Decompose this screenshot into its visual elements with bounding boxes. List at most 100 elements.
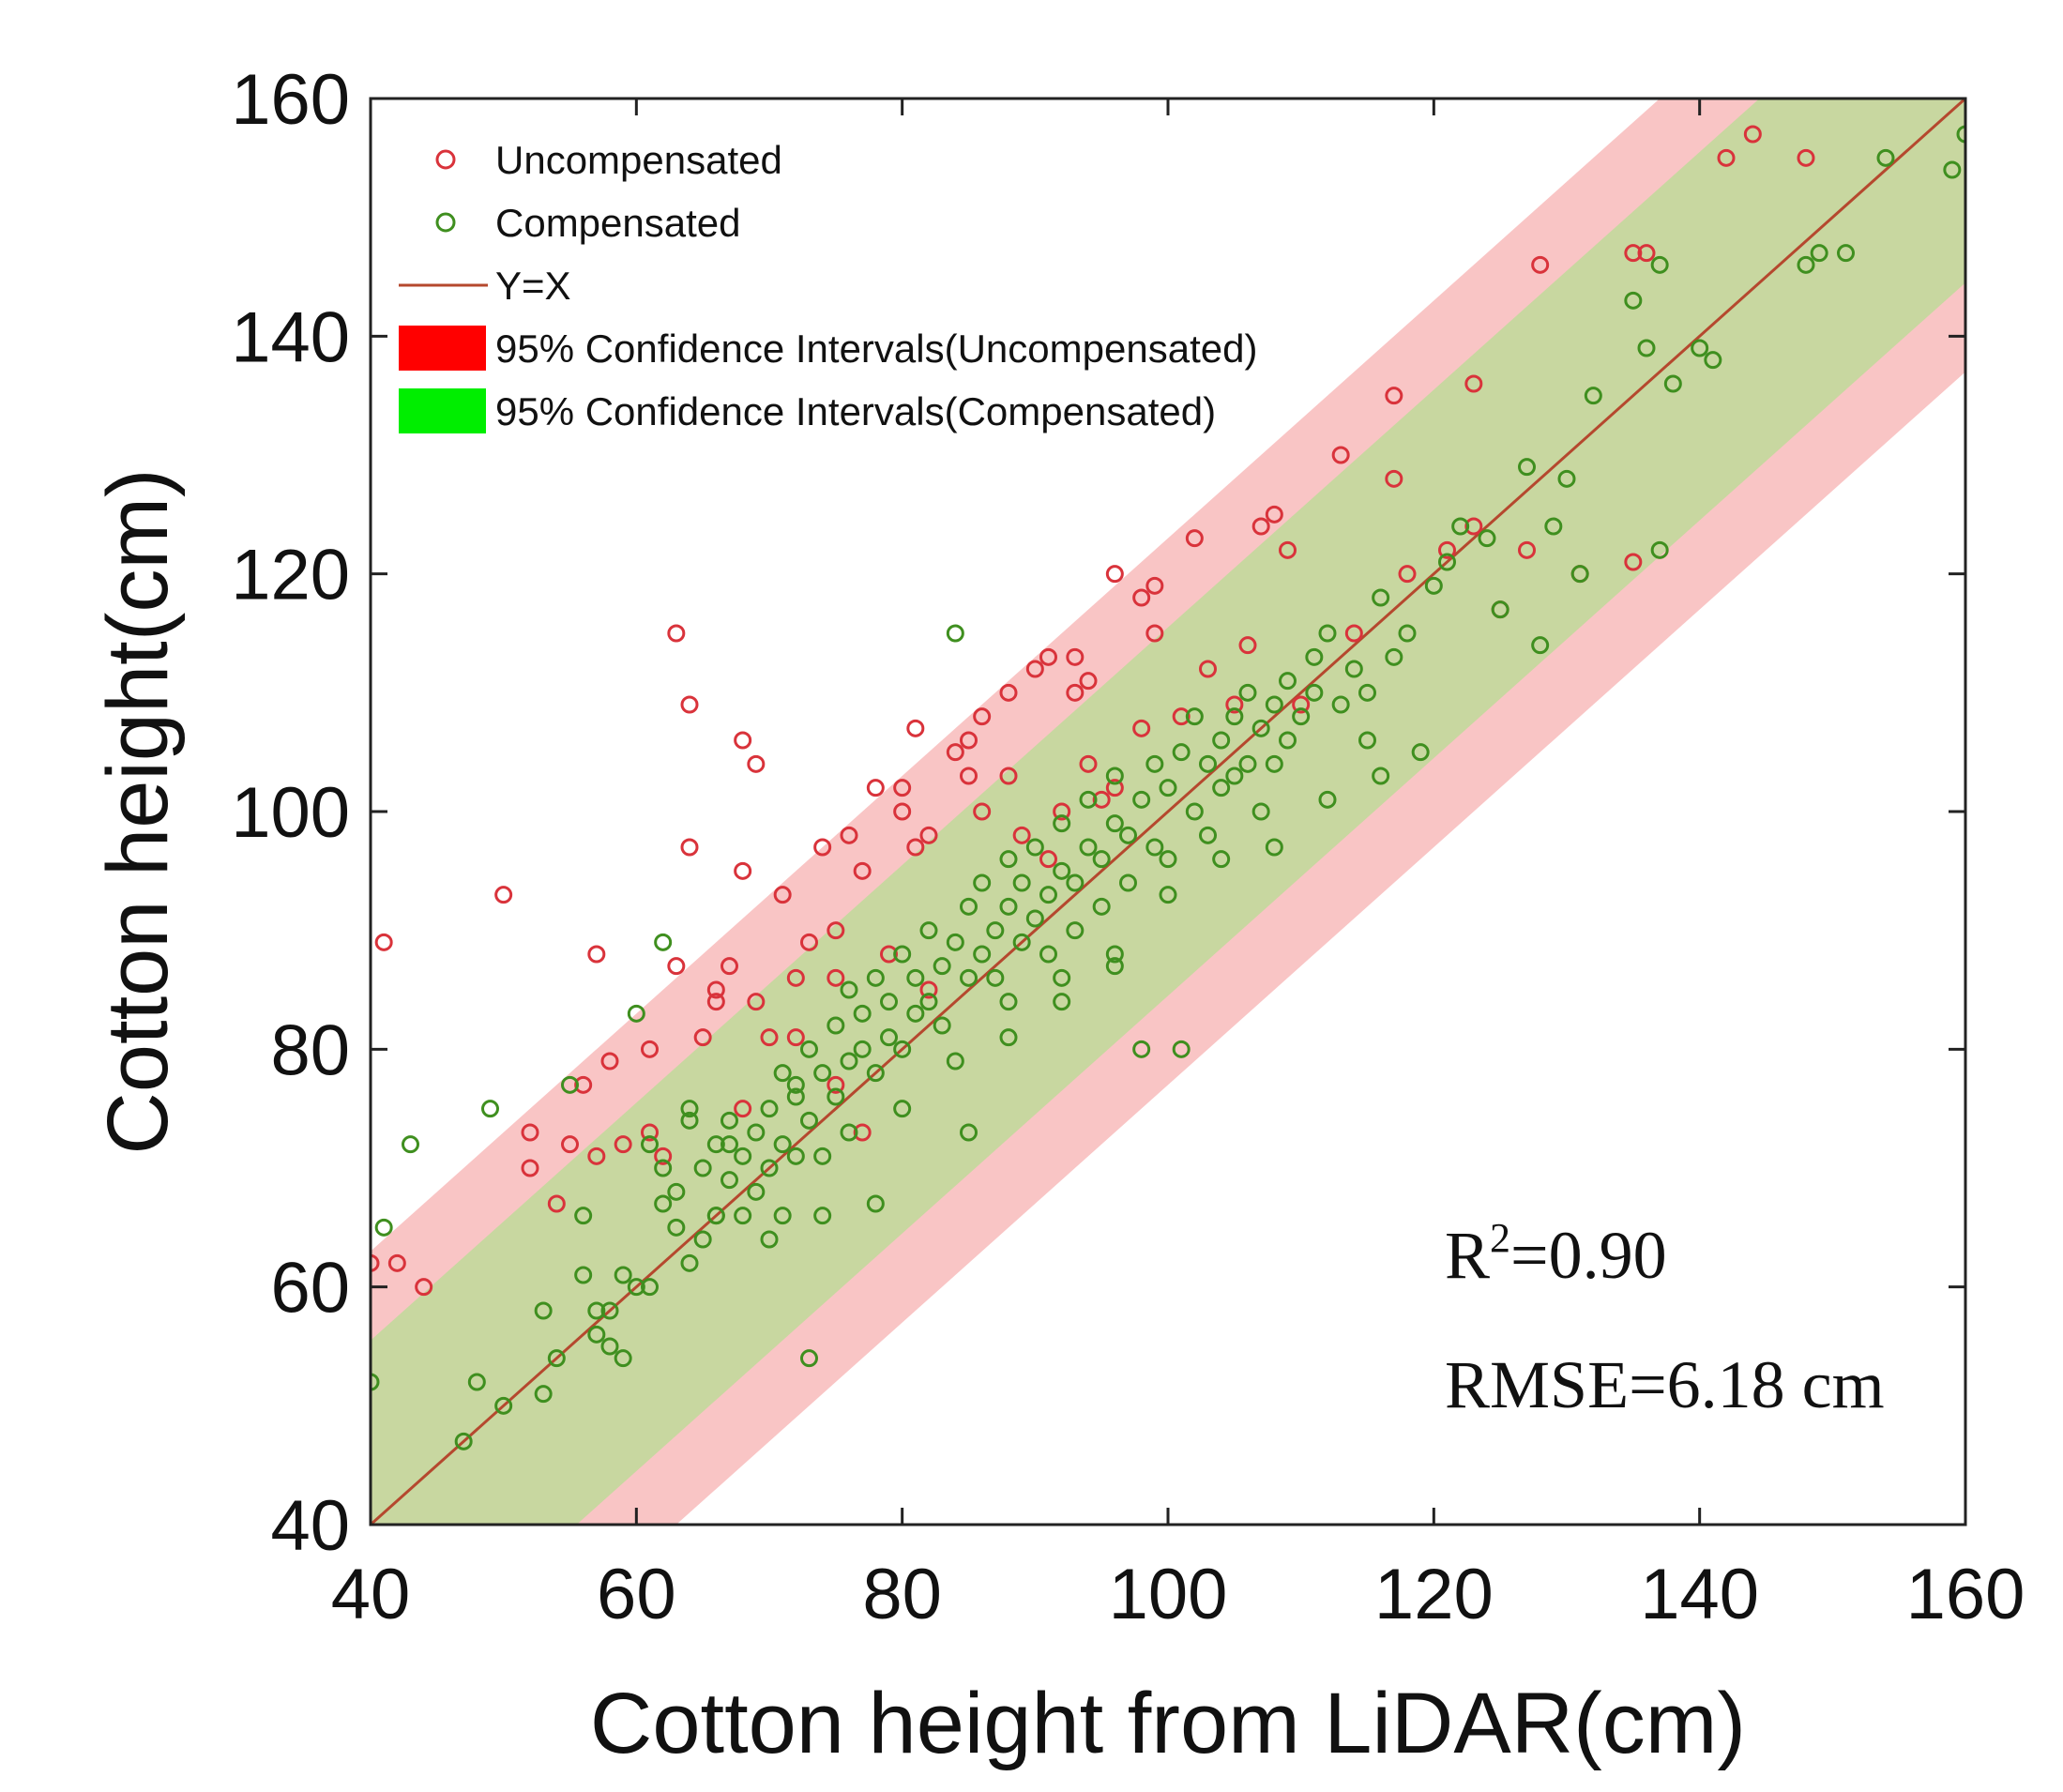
- compensated-point: [547, 1349, 566, 1368]
- compensated-point: [933, 957, 951, 976]
- compensated-point: [813, 1147, 832, 1165]
- compensated-point: [893, 1040, 912, 1058]
- x-tick-label: 120: [1374, 1555, 1494, 1634]
- uncompensated-point: [706, 993, 725, 1011]
- compensated-point: [614, 1266, 632, 1284]
- uncompensated-point: [906, 838, 925, 857]
- uncompensated-point: [374, 933, 393, 951]
- compensated-point: [1199, 754, 1217, 773]
- compensated-point: [680, 1111, 699, 1130]
- compensated-point: [1212, 779, 1231, 797]
- uncompensated-point: [641, 1040, 659, 1058]
- compensated-point: [893, 945, 912, 964]
- compensated-point: [1398, 624, 1417, 643]
- compensated-point: [960, 1123, 978, 1142]
- uncompensated-point: [960, 767, 978, 785]
- uncompensated-point: [827, 968, 845, 987]
- uncompensated-point: [1079, 672, 1098, 691]
- uncompensated-point: [1132, 588, 1151, 607]
- compensated-point: [840, 1123, 858, 1142]
- compensated-point: [800, 1040, 818, 1058]
- uncompensated-point: [999, 767, 1018, 785]
- uncompensated-point: [1251, 517, 1270, 536]
- compensated-point: [1358, 731, 1376, 750]
- compensated-point: [1039, 945, 1057, 964]
- compensated-point: [1797, 255, 1815, 274]
- compensated-point: [999, 850, 1018, 869]
- compensated-point: [1066, 873, 1085, 892]
- compensated-point: [1132, 790, 1151, 809]
- compensated-point: [919, 921, 938, 940]
- compensated-point: [734, 1207, 752, 1225]
- uncompensated-point: [1344, 624, 1363, 643]
- compensated-point: [1650, 540, 1669, 559]
- compensated-point: [1172, 1040, 1191, 1058]
- uncompensated-point: [880, 945, 898, 964]
- uncompensated-point: [1717, 148, 1736, 167]
- compensated-point: [866, 968, 885, 987]
- compensated-point: [1105, 945, 1124, 964]
- compensated-point: [1265, 695, 1283, 714]
- uncompensated-point: [1039, 850, 1057, 869]
- uncompensated-point: [706, 980, 725, 999]
- compensated-point: [1172, 743, 1191, 762]
- compensated-point: [786, 1147, 805, 1165]
- compensated-point: [1119, 826, 1137, 844]
- compensated-point: [1185, 707, 1204, 726]
- uncompensated-point: [1039, 647, 1057, 666]
- compensated-point: [800, 1111, 818, 1130]
- compensated-point: [641, 1278, 659, 1297]
- compensated-point: [693, 1230, 712, 1249]
- axis-ticks: 40 60 80 100 120 140 160 40 60 80 100 120 140 160: [231, 60, 2025, 1634]
- uncompensated-point: [1398, 565, 1417, 584]
- compensated-point: [880, 993, 898, 1011]
- compensated-point: [1066, 921, 1085, 940]
- compensated-point: [1238, 683, 1257, 702]
- uncompensated-point: [827, 921, 845, 940]
- compensated-point: [813, 1064, 832, 1083]
- compensated-point: [973, 945, 992, 964]
- y-tick-label: 140: [231, 297, 350, 377]
- uncompensated-point: [893, 779, 912, 797]
- compensated-point: [1385, 647, 1403, 666]
- compensated-point: [1025, 838, 1044, 857]
- compensated-point: [1053, 861, 1071, 880]
- compensated-point: [906, 968, 925, 987]
- uncompensated-point: [1637, 244, 1656, 263]
- compensated-point: [534, 1301, 553, 1320]
- x-tick-label: 160: [1906, 1555, 2025, 1634]
- compensated-point: [813, 1207, 832, 1225]
- y-equals-x-line: [371, 99, 1965, 1525]
- compensated-point: [747, 1123, 766, 1142]
- uncompensated-point: [919, 826, 938, 844]
- uncompensated-point: [521, 1159, 539, 1177]
- compensated-point: [773, 1207, 792, 1225]
- compensated-point: [1943, 160, 1962, 179]
- scatter-points: [371, 125, 1965, 1450]
- uncompensated-point: [600, 1052, 619, 1071]
- compensated-point: [1159, 779, 1177, 797]
- compensated-point: [866, 1194, 885, 1213]
- uncompensated-point: [1145, 624, 1164, 643]
- uncompensated-point: [547, 1194, 566, 1213]
- compensated-point: [374, 1218, 393, 1237]
- uncompensated-point: [561, 1135, 579, 1154]
- uncompensated-point: [973, 707, 992, 726]
- compensated-point: [1145, 754, 1164, 773]
- legend-label: 95% Confidence Intervals(Uncompensated): [495, 327, 1257, 371]
- compensated-point: [1491, 600, 1509, 619]
- compensated-point: [1159, 850, 1177, 869]
- compensated-point: [1956, 125, 1965, 144]
- y-axis-label: Cotton height(cm): [90, 468, 186, 1154]
- compensated-point: [1225, 767, 1244, 785]
- uncompensated-point: [667, 957, 686, 976]
- compensated-point: [1039, 886, 1057, 904]
- x-tick-label: 40: [331, 1555, 411, 1634]
- compensated-point: [973, 873, 992, 892]
- compensated-point: [773, 1064, 792, 1083]
- compensated-point: [960, 968, 978, 987]
- compensated-point: [1557, 469, 1576, 488]
- uncompensated-point: [1092, 790, 1111, 809]
- uncompensated-point: [693, 1028, 712, 1047]
